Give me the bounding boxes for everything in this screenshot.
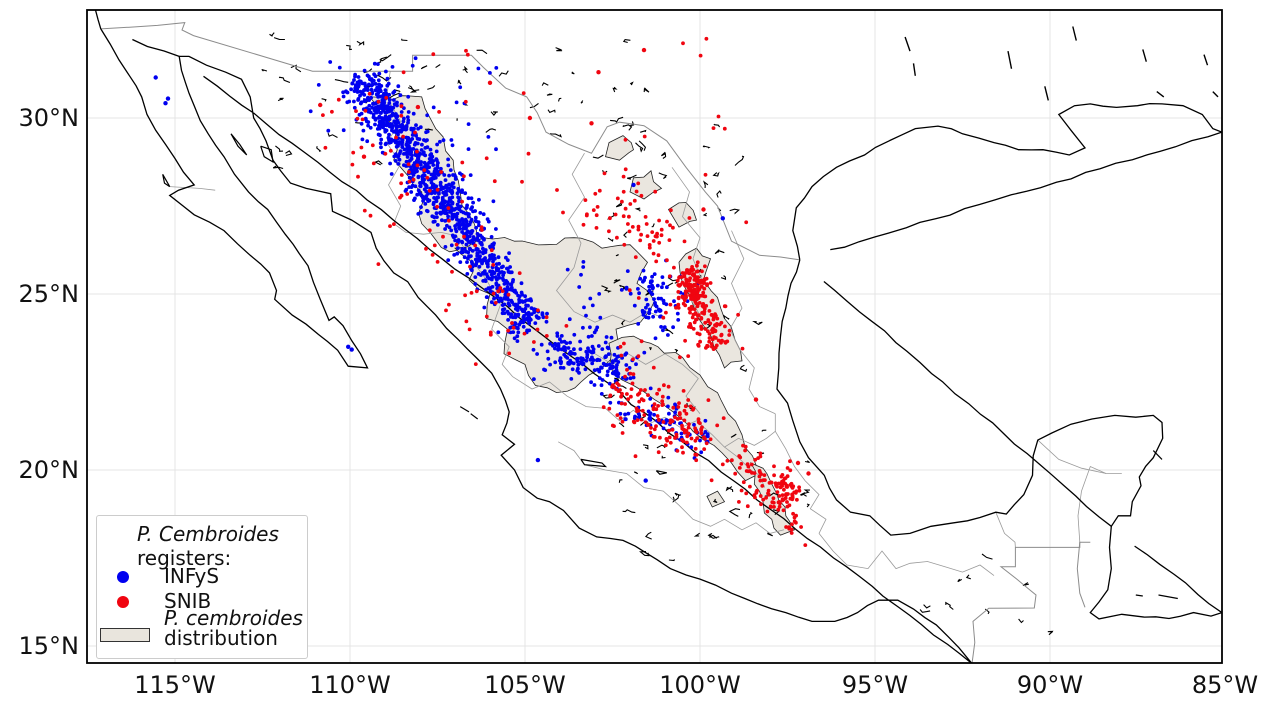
y-tick-label-20: 20°N [18,455,80,484]
legend-title-registers: registers: [137,546,232,570]
snib-points-layer [318,36,811,547]
legend-title-species: P. Cembroides [137,522,279,546]
coastline-layer [94,10,1222,663]
x-tick-label--95: 95°W [841,671,909,699]
legend-item-infys: INFyS [164,564,220,588]
distribution-label-text: distribution [164,626,278,650]
plot-border [86,9,1223,664]
distribution-label-species: P. cembroides [164,606,303,630]
y-tick-label-15: 15°N [18,631,80,660]
x-tick-label--85: 85°W [1191,671,1259,699]
legend-item-distribution: P. cembroides distribution [164,608,303,648]
y-tick-label-25: 25°N [18,279,80,308]
legend: P. Cembroides registers: INFyS SNIB P. c… [96,515,308,659]
legend-title: P. Cembroides registers: [137,522,279,570]
map-layers [87,10,1222,663]
x-tick-label--115: 115°W [134,671,216,699]
infys-marker-icon [117,571,129,583]
distribution-swatch-icon [100,628,150,642]
country-borders-layer [100,22,1091,663]
x-tick-label--100: 100°W [659,671,741,699]
state-borders-layer [169,71,1122,576]
legend-item-snib: SNIB [164,589,212,613]
x-tick-label--90: 90°W [1016,671,1084,699]
y-tick-label-30: 30°N [18,103,80,132]
x-tick-label--105: 105°W [484,671,566,699]
snib-marker-icon [117,596,129,608]
x-tick-label--110: 110°W [309,671,391,699]
